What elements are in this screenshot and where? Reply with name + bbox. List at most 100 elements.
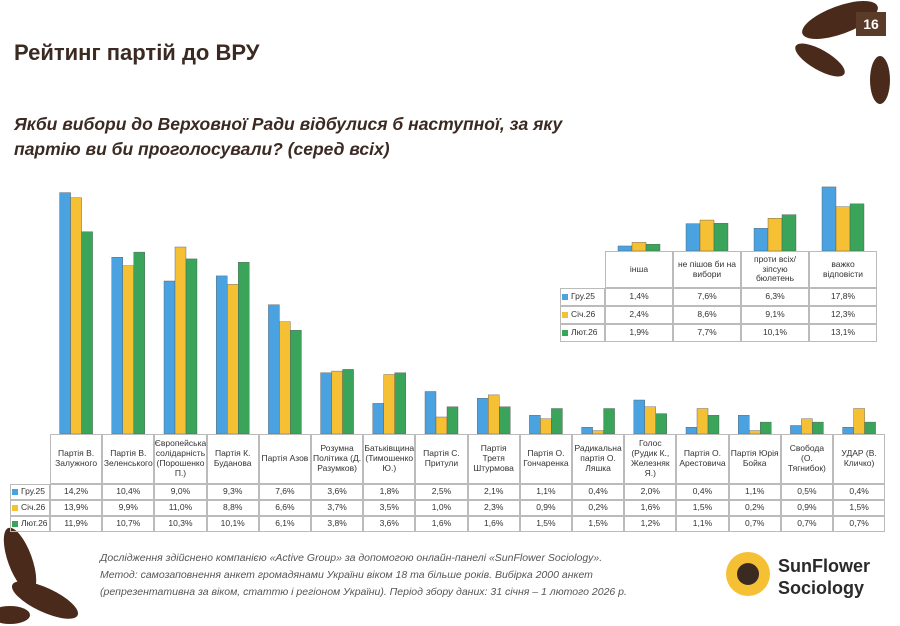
bar	[812, 421, 824, 435]
value-label: 9,3%	[206, 484, 259, 500]
bar	[685, 427, 698, 435]
bar	[342, 369, 354, 435]
legend-swatch	[12, 489, 18, 495]
category-label: проти всіх/зіпсую бюлетень	[741, 251, 809, 288]
value-label: 0,9%	[780, 500, 833, 516]
category-label: Партія В. Зеленського	[102, 434, 155, 484]
category-label: Партія В. Залужного	[50, 434, 103, 484]
value-label: 1,2%	[624, 516, 677, 532]
bar	[268, 304, 280, 435]
category-label: Партія О. Арестовича	[676, 434, 729, 484]
bar	[603, 408, 615, 435]
category-label: Свобода (О. Тягнибок)	[780, 434, 833, 484]
bar	[111, 257, 124, 435]
value-label: 10,1%	[206, 516, 259, 532]
value-label: 10,4%	[102, 484, 155, 500]
bar	[781, 214, 797, 252]
legend-entry: Лют.26	[10, 516, 50, 532]
value-label: 1,8%	[363, 484, 416, 500]
value-label: 1,0%	[415, 500, 468, 516]
legend-entry: Січ.26	[10, 500, 50, 516]
category-label: Партія О. Гончаренка	[519, 434, 572, 484]
value-label: 1,1%	[519, 484, 572, 500]
legend-entry: Гру.25	[560, 288, 605, 306]
value-label: 0,7%	[728, 516, 781, 532]
bar	[122, 265, 135, 435]
footer-line: (репрезентативна за віком, статтю і регі…	[100, 586, 627, 598]
bar	[488, 394, 500, 435]
legend-swatch	[562, 294, 568, 300]
bar	[699, 219, 715, 252]
value-label: 3,8%	[311, 516, 364, 532]
category-label: не пішов би на вибори	[673, 251, 741, 288]
page-number: 16	[856, 12, 886, 36]
bar	[529, 415, 541, 435]
value-label: 9,0%	[154, 484, 207, 500]
value-label: 0,7%	[833, 516, 886, 532]
value-label: 6,1%	[258, 516, 311, 532]
bar	[185, 258, 198, 435]
bar	[696, 408, 709, 435]
value-label: 8,6%	[673, 306, 741, 324]
bar	[394, 372, 406, 435]
bar	[801, 418, 813, 435]
value-label: 0,2%	[572, 500, 625, 516]
footer-line: Метод: самозаповнення анкет громадянами …	[100, 569, 593, 581]
value-label: 2,5%	[415, 484, 468, 500]
value-label: 0,4%	[833, 484, 886, 500]
category-label: Партія Третя Штурмова	[467, 434, 520, 484]
bar	[215, 275, 228, 435]
value-label: 8,8%	[206, 500, 259, 516]
bar	[237, 262, 250, 435]
footer-line: Дослідження здійснено компанією «Active …	[100, 552, 603, 564]
legend-swatch	[12, 505, 18, 511]
value-label: 7,7%	[673, 324, 741, 342]
bar	[655, 413, 667, 435]
bar	[320, 372, 332, 435]
legend-swatch	[562, 312, 568, 318]
bar	[290, 330, 302, 435]
value-label: 1,6%	[415, 516, 468, 532]
category-label: УДАР (В. Кличко)	[833, 434, 886, 484]
value-label: 1,6%	[467, 516, 520, 532]
value-label: 9,1%	[741, 306, 809, 324]
value-label: 0,4%	[676, 484, 729, 500]
legend-entry: Лют.26	[560, 324, 605, 342]
category-label: інша	[605, 251, 673, 288]
value-label: 1,6%	[624, 500, 677, 516]
bar	[70, 197, 82, 435]
value-label: 6,6%	[258, 500, 311, 516]
value-label: 7,6%	[258, 484, 311, 500]
value-label: 1,1%	[676, 516, 729, 532]
value-label: 1,1%	[728, 484, 781, 500]
value-label: 9,9%	[102, 500, 155, 516]
bar	[477, 398, 489, 435]
value-label: 10,1%	[741, 324, 809, 342]
bar	[685, 223, 701, 252]
title: Рейтинг партій до ВРУ	[14, 40, 260, 65]
category-label: Розумна Політика (Д. Разумков)	[311, 434, 364, 484]
bar	[707, 415, 720, 435]
legend-label: Лют.26	[21, 518, 48, 529]
value-label: 13,1%	[809, 324, 877, 342]
bar	[849, 203, 865, 252]
bar	[174, 246, 187, 435]
bar	[383, 374, 395, 435]
category-label: Батьківщина (Тимошенко Ю.)	[363, 434, 416, 484]
bar	[760, 421, 772, 435]
value-label: 2,4%	[605, 306, 673, 324]
bar	[713, 223, 729, 252]
value-label: 3,7%	[311, 500, 364, 516]
bar	[835, 206, 851, 252]
bar	[790, 425, 802, 435]
category-label: Партія Азов	[258, 434, 311, 484]
value-label: 11,0%	[154, 500, 207, 516]
bar	[753, 228, 769, 252]
value-label: 10,3%	[154, 516, 207, 532]
bar	[499, 406, 511, 435]
bar	[864, 421, 876, 435]
bar	[331, 370, 343, 435]
value-label: 17,8%	[809, 288, 877, 306]
